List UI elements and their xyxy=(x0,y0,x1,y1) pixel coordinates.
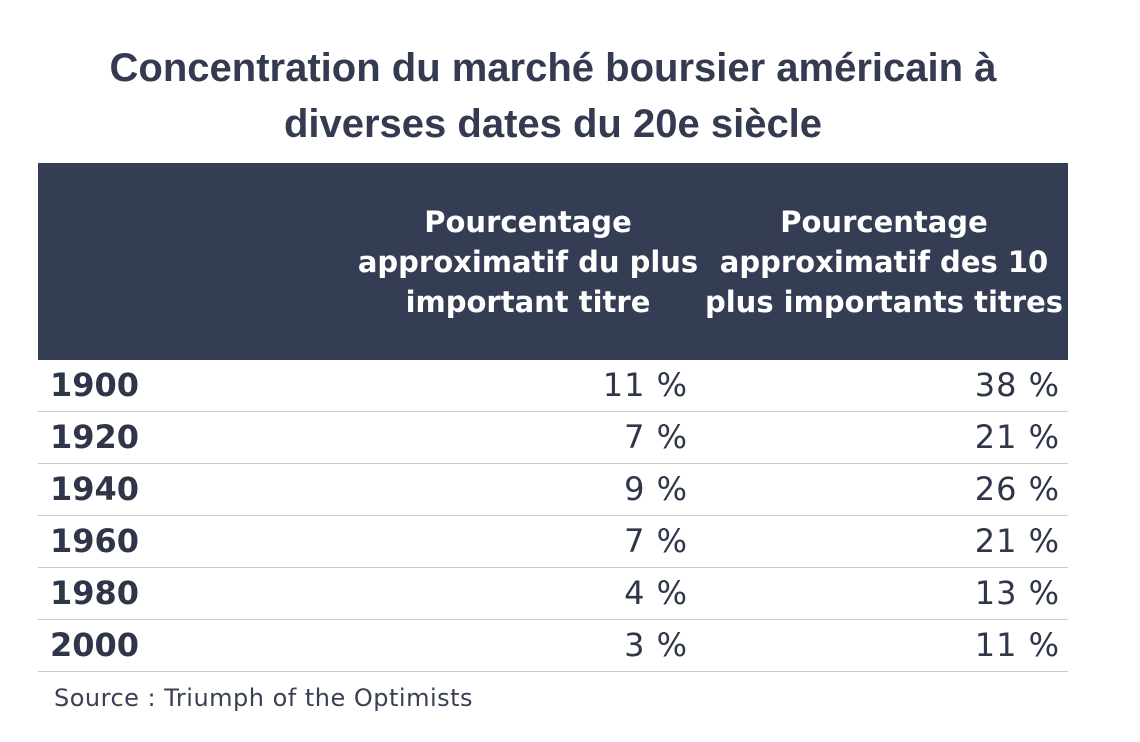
row-top10-value: 11 % xyxy=(974,626,1060,664)
row-top10-value: 26 % xyxy=(974,470,1060,508)
row-top10-value: 21 % xyxy=(974,418,1060,456)
row-year: 1920 xyxy=(50,418,140,456)
row-year: 1980 xyxy=(50,574,140,612)
source-note: Source : Triumph of the Optimists xyxy=(54,684,474,712)
chart-title: Concentration du marché boursier américa… xyxy=(109,46,997,146)
table-row: 1980 4 % 13 % xyxy=(38,568,1068,620)
row-largest-value: 3 % xyxy=(624,626,688,664)
row-top10-value: 38 % xyxy=(974,366,1060,404)
table-row: 1900 11 % 38 % xyxy=(38,360,1068,412)
row-year: 1960 xyxy=(50,522,140,560)
header-cell-top10-stocks: Pourcentage approximatif des 10 plus imp… xyxy=(704,204,1064,319)
row-largest-value: 4 % xyxy=(624,574,688,612)
row-top10-value: 13 % xyxy=(974,574,1060,612)
table-row: 1960 7 % 21 % xyxy=(38,516,1068,568)
row-top10-value: 21 % xyxy=(974,522,1060,560)
row-largest-value: 7 % xyxy=(624,418,688,456)
row-year: 1940 xyxy=(50,470,140,508)
table-row: 1920 7 % 21 % xyxy=(38,412,1068,464)
table-row: 1940 9 % 26 % xyxy=(38,464,1068,516)
row-largest-value: 11 % xyxy=(602,366,688,404)
data-table: Pourcentage approximatif du plus importa… xyxy=(38,163,1068,672)
row-year: 2000 xyxy=(50,626,140,664)
row-largest-value: 9 % xyxy=(624,470,688,508)
row-year: 1900 xyxy=(50,366,140,404)
header-cell-largest-stock: Pourcentage approximatif du plus importa… xyxy=(357,204,699,319)
row-largest-value: 7 % xyxy=(624,522,688,560)
table-row: 2000 3 % 11 % xyxy=(38,620,1068,672)
header-cell-year xyxy=(38,163,328,360)
table-header: Pourcentage approximatif du plus importa… xyxy=(38,163,1068,360)
